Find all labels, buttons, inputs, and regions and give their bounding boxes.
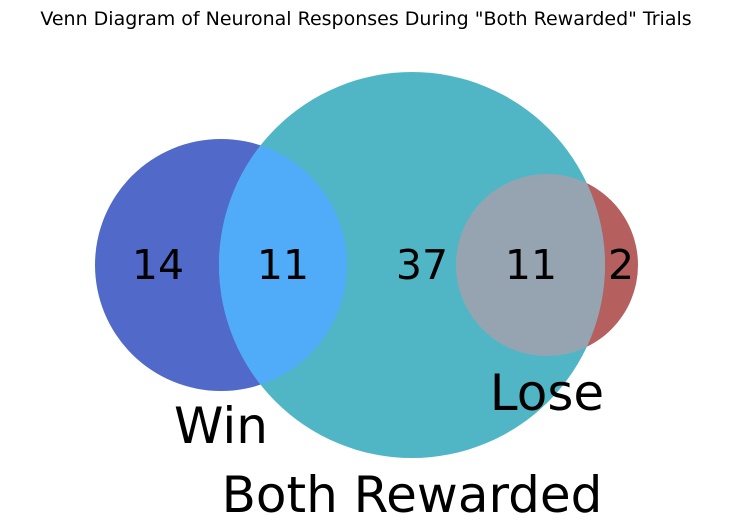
count-both-lose: 11 (505, 241, 557, 289)
venn-region-both-lose (456, 174, 605, 356)
set-label-lose: Lose (490, 364, 604, 422)
chart-title: Venn Diagram of Neuronal Responses Durin… (40, 8, 691, 30)
venn-circle-both-rewarded (219, 72, 605, 458)
set-label-win: Win (174, 397, 268, 455)
count-both-only: 37 (396, 241, 448, 289)
count-win-both: 11 (257, 241, 309, 289)
count-lose-only: 2 (608, 241, 634, 289)
count-win-only: 14 (132, 241, 184, 289)
set-label-both-rewarded: Both Rewarded (222, 466, 603, 524)
